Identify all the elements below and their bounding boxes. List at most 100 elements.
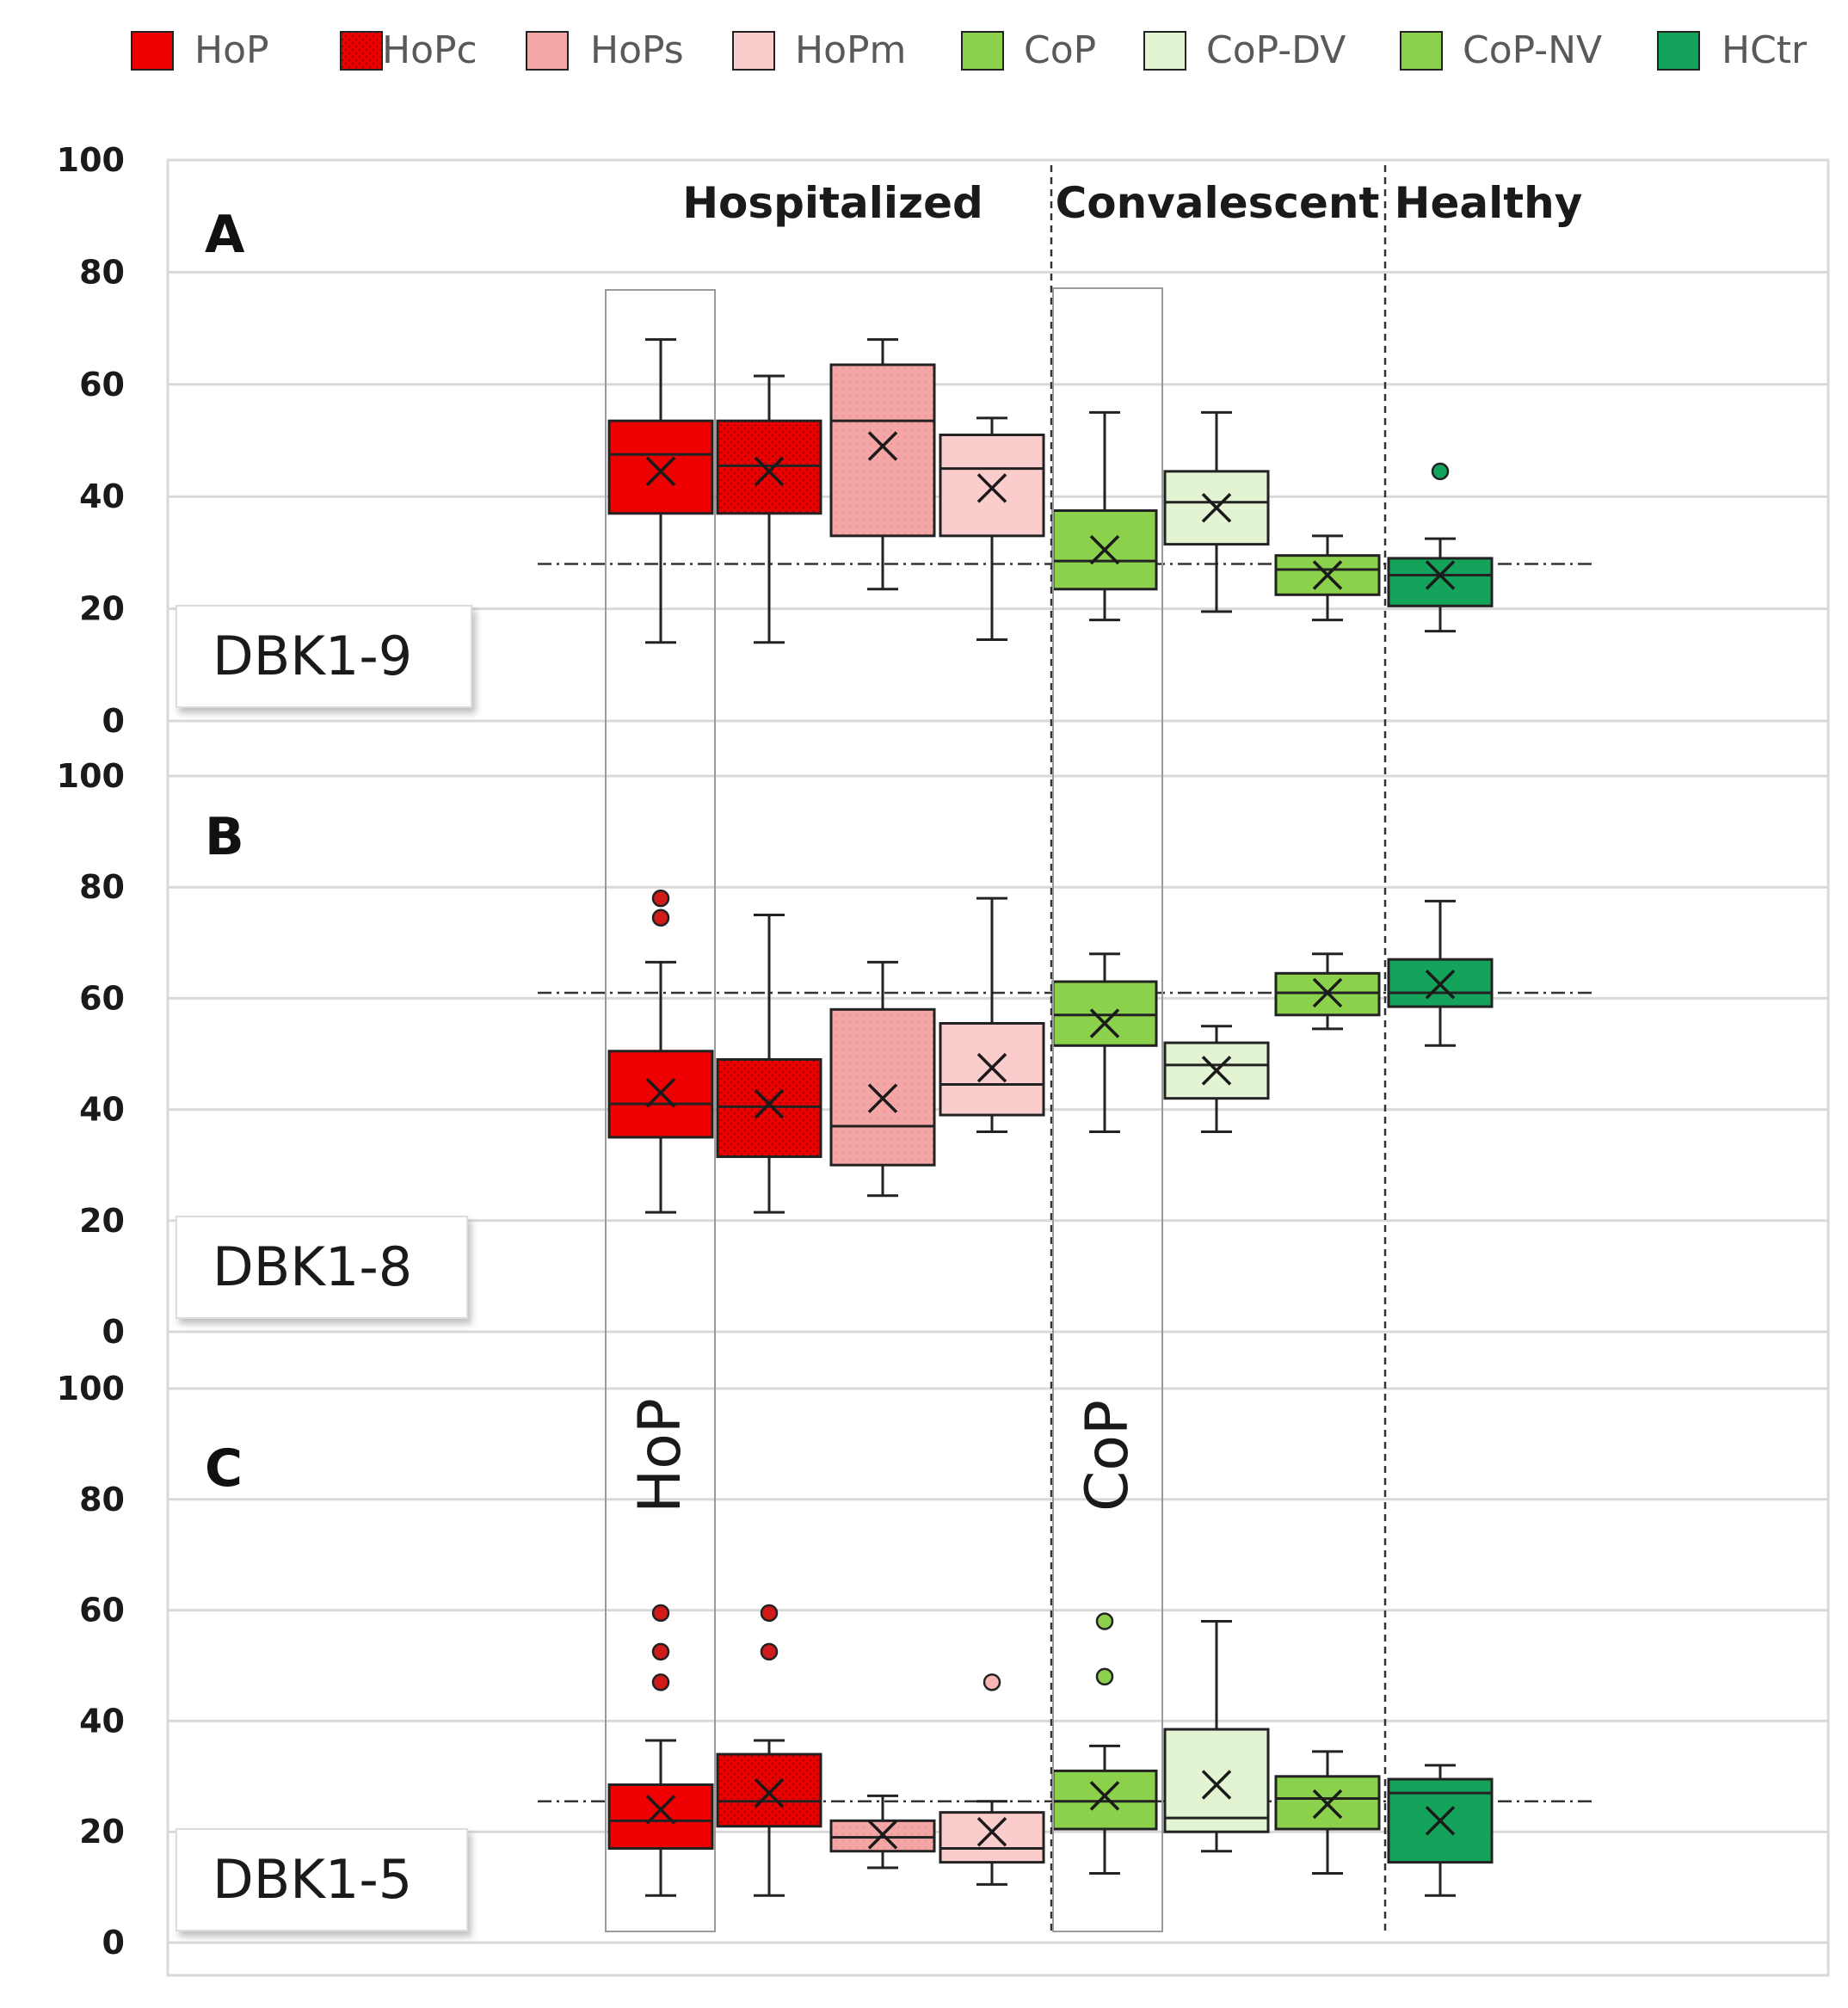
box-hop: [607, 1604, 714, 1897]
mean-x-stroke: [976, 473, 1007, 503]
legend-swatch-hops: [526, 31, 569, 71]
mean-marker: [867, 1083, 898, 1113]
mean-x-stroke: [754, 1088, 785, 1119]
y-tick-label: 40: [79, 1091, 125, 1129]
y-tick-label: 100: [57, 1370, 125, 1407]
outlier-point: [651, 1604, 670, 1623]
box-iqr: [939, 1021, 1045, 1117]
box-cop: [1051, 952, 1158, 1133]
legend-label-cop-dv: CoP-DV: [1206, 28, 1346, 72]
box-hopm: [939, 416, 1045, 641]
outlier-point: [651, 1673, 670, 1691]
legend-label-hops: HoPs: [590, 28, 684, 72]
mean-marker: [1425, 560, 1456, 590]
y-tick-label: 60: [79, 979, 125, 1017]
y-tick-label: 40: [79, 477, 125, 515]
y-tick-label: 40: [79, 1702, 125, 1740]
box-iqr: [1051, 1769, 1158, 1831]
series-label-background: [176, 605, 472, 708]
mean-marker: [1089, 1781, 1120, 1811]
mean-marker: [754, 1088, 785, 1119]
mean-x-stroke: [976, 1816, 1007, 1847]
legend-label-cop-nv: CoP-NV: [1463, 28, 1602, 72]
mean-x-stroke: [867, 431, 898, 461]
box-hctr: [1387, 462, 1494, 633]
box-hopm: [939, 1673, 1045, 1886]
series-label: DBK1-5: [213, 1848, 412, 1911]
outlier-point: [1095, 1667, 1114, 1686]
box-cop-nv: [1274, 534, 1381, 622]
y-tick-label: 80: [79, 253, 125, 291]
y-tick-label: 0: [102, 702, 125, 740]
outlier-point: [760, 1604, 779, 1623]
series-label-box: DBK1-5: [176, 1828, 468, 1931]
box-hopc: [716, 914, 822, 1214]
legend-label-hop: HoP: [194, 28, 269, 72]
legend-swatch-cop-dv: [1143, 31, 1186, 71]
box-hops: [829, 960, 936, 1198]
mean-x-stroke: [645, 1077, 676, 1108]
series-label: DBK1-9: [213, 625, 412, 687]
legend-swatch-hopm: [732, 31, 775, 71]
box-iqr: [716, 1752, 822, 1828]
mean-marker: [976, 1816, 1007, 1847]
mean-marker: [867, 431, 898, 461]
box-iqr: [829, 1007, 936, 1167]
box-hctr: [1387, 1764, 1494, 1897]
mean-marker: [754, 1777, 785, 1808]
y-tick-label: 60: [79, 366, 125, 403]
mean-marker: [1425, 970, 1456, 1000]
section-label-healthy: Healthy: [1395, 178, 1583, 228]
box-hops: [829, 1794, 936, 1869]
mean-marker: [1312, 1789, 1343, 1820]
section-label-hospitalized: Hospitalized: [682, 178, 983, 228]
legend-label-hctr: HCtr: [1722, 28, 1808, 72]
box-iqr: [1387, 557, 1494, 607]
panel-a: 0 20 40 60 80 100 A DBK1-9: [57, 141, 1828, 740]
box-hop: [607, 338, 714, 644]
outlier-point: [760, 1642, 779, 1661]
box-cop-nv: [1274, 1750, 1381, 1875]
mean-marker: [1089, 1008, 1120, 1038]
y-tick-label: 60: [79, 1592, 125, 1629]
legend-label-hopm: HoPm: [795, 28, 906, 72]
mean-marker: [645, 1795, 676, 1825]
box-iqr: [716, 1057, 822, 1159]
mean-x-stroke: [1089, 1008, 1120, 1038]
mean-marker: [1312, 560, 1343, 590]
legend-swatch-hopc: [340, 31, 383, 71]
series-label: DBK1-8: [213, 1235, 412, 1298]
mean-x-stroke: [645, 1795, 676, 1825]
hop-vertical-label: HoP: [626, 1398, 694, 1513]
mean-marker: [1201, 1056, 1232, 1086]
cop-vertical-label: CoP: [1074, 1400, 1142, 1512]
mean-marker: [867, 1820, 898, 1850]
mean-x-stroke: [1089, 534, 1120, 565]
mean-marker: [1425, 1806, 1456, 1836]
box-hopm: [939, 896, 1045, 1133]
legend-swatch-hop: [131, 31, 174, 71]
mean-x-stroke: [976, 1052, 1007, 1083]
section-label-convalescent: Convalescent: [1056, 178, 1380, 228]
mean-x-stroke: [754, 1777, 785, 1808]
y-tick-label: 80: [79, 1481, 125, 1518]
box-cop-dv: [1163, 1619, 1270, 1853]
box-iqr: [1163, 1728, 1270, 1833]
box-hops: [829, 338, 936, 591]
mean-x-stroke: [1201, 1770, 1232, 1800]
panel-letter: C: [205, 1438, 243, 1499]
series-label-box: DBK1-9: [176, 605, 472, 708]
legend: HoP HoPc HoPs HoPm CoP CoP-DV CoP-NV HCtr: [131, 28, 1808, 72]
mean-marker: [1201, 1770, 1232, 1800]
y-tick-label: 20: [79, 590, 125, 628]
outlier-point: [1431, 462, 1450, 481]
outlier-point: [983, 1673, 1001, 1691]
mean-marker: [1089, 534, 1120, 565]
legend-label-hopc: HoPc: [382, 28, 477, 72]
mean-marker: [645, 456, 676, 487]
mean-marker: [754, 456, 785, 487]
mean-marker: [1201, 493, 1232, 523]
legend-swatch-hctr: [1657, 31, 1700, 71]
mean-marker: [645, 1077, 676, 1108]
